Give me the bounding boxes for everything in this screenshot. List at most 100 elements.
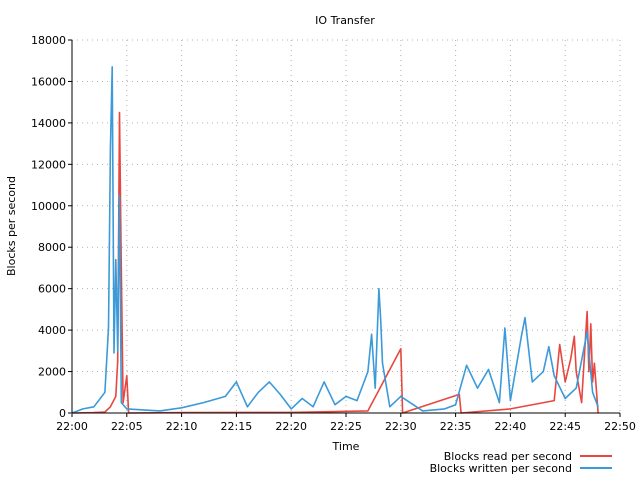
x-tick-label: 22:15: [221, 420, 253, 433]
data-point: [367, 371, 369, 373]
data-point: [542, 371, 544, 373]
data-point: [389, 406, 391, 408]
x-tick-label: 22:25: [330, 420, 362, 433]
data-point: [553, 400, 555, 402]
data-point: [290, 408, 292, 410]
data-point: [113, 352, 115, 354]
x-tick-label: 22:20: [275, 420, 307, 433]
data-point: [115, 259, 117, 261]
data-point: [356, 400, 358, 402]
data-point: [126, 375, 128, 377]
y-tick-label: 12000: [31, 158, 66, 171]
data-point: [553, 375, 555, 377]
grid-lines: [72, 39, 621, 413]
data-point: [181, 407, 183, 409]
data-point: [126, 408, 128, 410]
data-point: [455, 404, 457, 406]
data-point: [575, 371, 577, 373]
data-point: [345, 395, 347, 397]
data-point: [109, 406, 111, 408]
data-point: [111, 66, 113, 68]
y-tick-label: 6000: [38, 283, 66, 296]
data-point: [117, 360, 119, 362]
data-point: [93, 406, 95, 408]
data-point: [581, 402, 583, 404]
data-point: [400, 395, 402, 397]
data-point: [159, 410, 161, 412]
data-point: [246, 406, 248, 408]
data-point: [466, 364, 468, 366]
x-tick-label: 22:30: [385, 420, 417, 433]
data-point: [374, 387, 376, 389]
data-point: [590, 323, 592, 325]
y-tick-label: 18000: [31, 34, 66, 47]
x-tick-label: 22:05: [111, 420, 143, 433]
data-point: [257, 391, 259, 393]
legend-label-read: Blocks read per second: [444, 450, 572, 463]
data-point: [120, 402, 122, 404]
x-tick-label: 22:50: [604, 420, 636, 433]
data-point: [115, 395, 117, 397]
y-tick-label: 10000: [31, 200, 66, 213]
x-tick-label: 22:35: [440, 420, 472, 433]
y-tick-label: 8000: [38, 241, 66, 254]
y-tick-label: 4000: [38, 324, 66, 337]
data-point: [323, 381, 325, 383]
data-point: [548, 346, 550, 348]
data-point: [82, 408, 84, 410]
data-point: [268, 381, 270, 383]
data-point: [381, 362, 384, 364]
data-point: [509, 408, 511, 410]
y-tick-label: 16000: [31, 75, 66, 88]
data-point: [524, 317, 526, 319]
data-point: [118, 111, 121, 114]
x-axis-ticks: 22:00 22:05 22:10 22:15 22:20 22:25 22:30 22:35…: [56, 413, 636, 433]
data-point: [575, 387, 577, 389]
data-point: [570, 358, 572, 360]
x-tick-label: 22:40: [495, 420, 527, 433]
data-point: [487, 368, 490, 371]
data-point: [120, 267, 122, 269]
y-axis-label: Blocks per second: [5, 176, 18, 276]
data-point: [573, 335, 575, 337]
data-point: [588, 371, 590, 373]
data-point: [586, 331, 588, 333]
data-point: [564, 381, 566, 383]
y-tick-label: 0: [59, 407, 66, 420]
y-tick-label: 14000: [31, 117, 66, 130]
data-point: [104, 391, 106, 393]
data-point: [312, 406, 314, 408]
data-point: [592, 391, 594, 393]
data-point: [564, 397, 566, 400]
data-point: [586, 310, 588, 313]
data-point: [400, 348, 402, 350]
data-point: [109, 149, 111, 151]
data-point: [118, 194, 121, 196]
x-axis-label: Time: [332, 440, 360, 453]
x-tick-label: 22:00: [56, 420, 88, 433]
data-point: [301, 397, 303, 400]
data-point: [279, 393, 281, 395]
legend: Blocks read per second Blocks written pe…: [430, 450, 612, 475]
data-point: [378, 288, 380, 290]
data-point: [476, 387, 479, 389]
data-point: [422, 410, 424, 412]
y-axis-ticks: 0 2000 4000 6000 8000 10000 12000 14000 16000 180…: [31, 34, 72, 420]
data-point: [117, 350, 119, 352]
series-layer: [71, 66, 599, 414]
data-point: [224, 395, 226, 397]
chart-title: IO Transfer: [315, 14, 375, 27]
x-tick-label: 22:10: [166, 420, 198, 433]
data-point: [235, 381, 237, 383]
data-point: [334, 404, 336, 406]
y-tick-label: 2000: [38, 366, 66, 379]
series-read-line: [71, 111, 599, 414]
data-point: [122, 402, 124, 404]
data-point: [107, 327, 110, 329]
data-point: [597, 406, 599, 408]
data-point: [444, 408, 446, 410]
data-point: [593, 362, 596, 364]
data-point: [371, 333, 373, 335]
data-point: [202, 402, 205, 404]
data-point: [531, 381, 533, 383]
